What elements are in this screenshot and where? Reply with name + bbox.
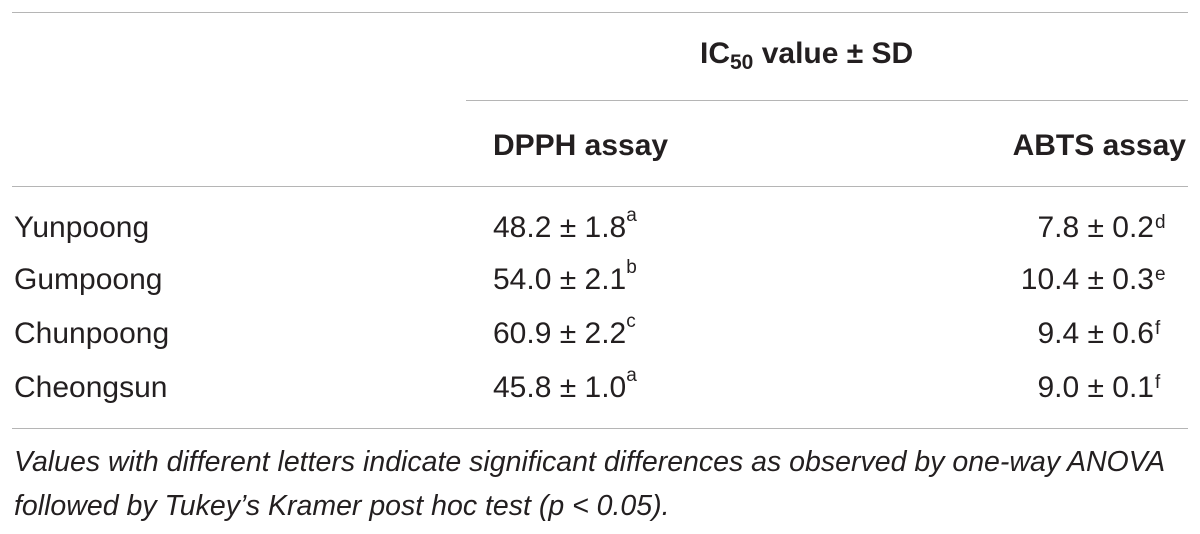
dpph-value: 48.2 ± 1.8a [493,205,637,244]
top-rule [12,12,1188,13]
group-header-rule [466,100,1188,101]
row-name: Yunpoong [14,211,150,244]
dpph-value: 45.8 ± 1.0a [493,365,637,404]
abts-value: 10.4 ± 0.3 e [1020,263,1166,296]
dpph-value: 60.9 ± 2.2c [493,311,636,350]
column-header-abts: ABTS assay [1012,129,1186,162]
row-name: Cheongsun [14,371,168,404]
abts-value: 7.8 ± 0.2 d [1037,211,1166,244]
bottom-rule [12,428,1188,429]
abts-value: 9.4 ± 0.6 f [1037,317,1161,350]
column-header-dpph: DPPH assay [493,129,669,162]
row-name: Gumpoong [14,263,163,296]
abts-value: 9.0 ± 0.1 f [1037,371,1161,404]
header-rule [12,186,1188,187]
group-header-ic50: IC50 value ± SD [700,37,914,74]
table-footnote: Values with different letters indicate s… [14,446,1165,522]
dpph-value: 54.0 ± 2.1b [493,257,637,296]
row-name: Chunpoong [14,317,170,350]
